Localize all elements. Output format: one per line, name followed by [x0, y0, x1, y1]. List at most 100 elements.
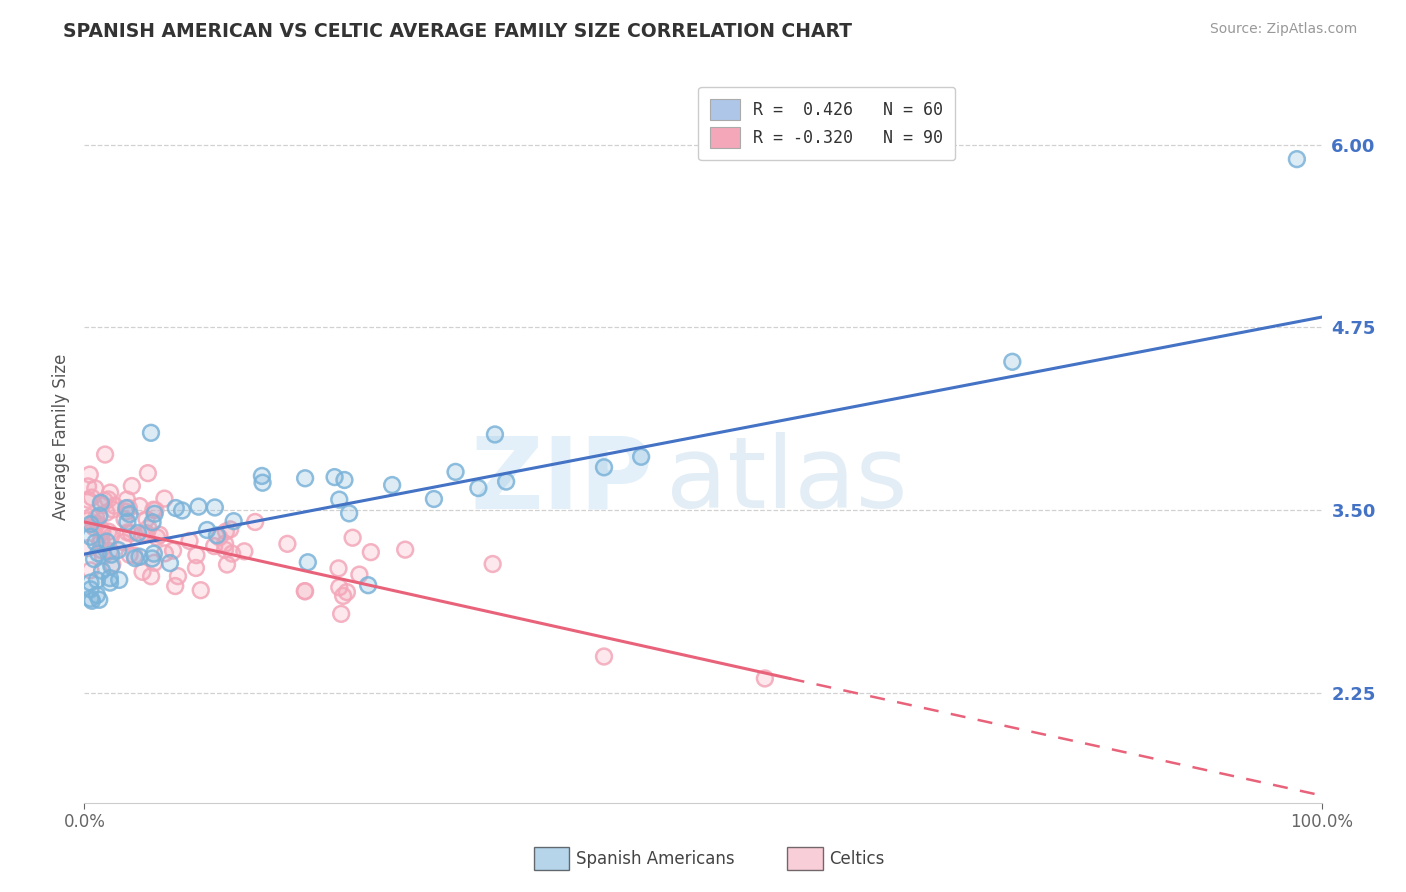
- Point: [128, 499, 150, 513]
- Point: [79, 530, 101, 544]
- Point: [172, 503, 194, 517]
- Point: [142, 502, 165, 516]
- Point: [630, 450, 652, 464]
- Point: [136, 466, 159, 480]
- Point: [337, 507, 360, 521]
- Point: [215, 524, 238, 539]
- Point: [423, 491, 446, 506]
- Point: [114, 512, 136, 526]
- Point: [252, 475, 274, 490]
- Point: [141, 551, 163, 566]
- Point: [83, 516, 105, 531]
- Point: [297, 555, 319, 569]
- Point: [186, 548, 208, 562]
- Point: [323, 470, 346, 484]
- Point: [167, 569, 190, 583]
- Point: [294, 584, 316, 599]
- Text: Source: ZipAtlas.com: Source: ZipAtlas.com: [1209, 22, 1357, 37]
- Point: [89, 508, 111, 523]
- Point: [107, 543, 129, 558]
- Point: [754, 672, 776, 686]
- Point: [148, 528, 170, 542]
- Point: [131, 565, 153, 579]
- Point: [142, 547, 165, 561]
- Point: [96, 534, 118, 549]
- Point: [481, 557, 503, 571]
- Point: [381, 478, 404, 492]
- Point: [77, 513, 100, 527]
- Point: [90, 543, 112, 558]
- Point: [79, 563, 101, 577]
- Point: [94, 448, 117, 462]
- Point: [97, 492, 120, 507]
- Point: [394, 542, 416, 557]
- Point: [98, 544, 121, 558]
- Point: [118, 500, 141, 515]
- Text: ZIP: ZIP: [471, 433, 654, 530]
- Point: [208, 530, 231, 544]
- Point: [323, 470, 346, 484]
- Point: [89, 534, 111, 549]
- Point: [90, 496, 112, 510]
- Point: [146, 530, 169, 544]
- Point: [127, 525, 149, 540]
- Point: [79, 575, 101, 590]
- Point: [79, 467, 101, 482]
- Point: [121, 479, 143, 493]
- Point: [330, 607, 353, 621]
- Point: [115, 492, 138, 507]
- Point: [90, 498, 112, 512]
- Point: [83, 552, 105, 566]
- Point: [89, 592, 111, 607]
- Point: [153, 491, 176, 506]
- Point: [117, 525, 139, 540]
- Point: [233, 544, 256, 558]
- Point: [98, 571, 121, 585]
- Point: [328, 561, 350, 575]
- Point: [172, 503, 194, 517]
- Point: [101, 558, 124, 572]
- Point: [131, 565, 153, 579]
- Point: [190, 583, 212, 598]
- Point: [77, 492, 100, 507]
- Point: [90, 533, 112, 547]
- Point: [79, 530, 101, 544]
- Point: [98, 485, 121, 500]
- Point: [127, 525, 149, 540]
- Point: [124, 549, 146, 563]
- Point: [342, 531, 364, 545]
- Point: [86, 588, 108, 602]
- Point: [124, 551, 146, 566]
- Point: [143, 556, 166, 570]
- Point: [187, 500, 209, 514]
- Point: [349, 567, 371, 582]
- Point: [423, 491, 446, 506]
- Point: [139, 569, 162, 583]
- Point: [84, 510, 107, 524]
- Point: [115, 505, 138, 519]
- Point: [115, 501, 138, 516]
- Point: [243, 515, 266, 529]
- Point: [96, 506, 118, 520]
- Point: [79, 467, 101, 482]
- Point: [336, 585, 359, 599]
- Point: [84, 482, 107, 496]
- Point: [83, 520, 105, 534]
- Point: [97, 524, 120, 539]
- Point: [98, 575, 121, 590]
- Point: [276, 537, 298, 551]
- Point: [98, 571, 121, 585]
- Point: [86, 573, 108, 587]
- Point: [328, 580, 350, 594]
- Point: [91, 549, 114, 564]
- Point: [1001, 355, 1024, 369]
- Point: [215, 558, 238, 572]
- Point: [98, 544, 121, 558]
- Point: [118, 507, 141, 521]
- Point: [101, 502, 124, 516]
- Point: [135, 526, 157, 541]
- Point: [114, 512, 136, 526]
- Point: [332, 589, 354, 603]
- Point: [80, 594, 103, 608]
- Point: [80, 491, 103, 505]
